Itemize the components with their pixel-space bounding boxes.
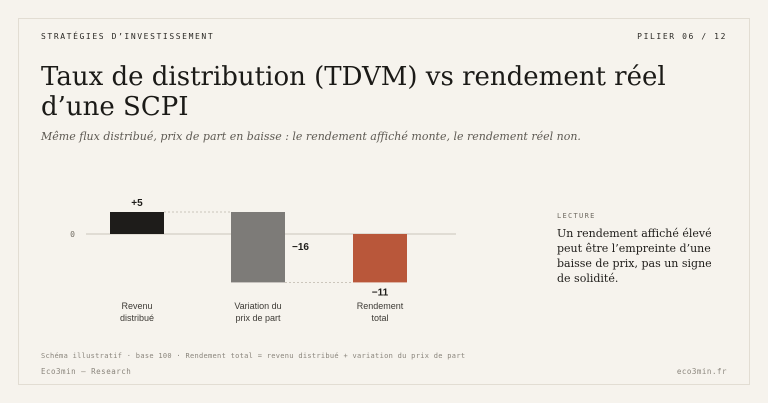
bar-2 bbox=[353, 234, 407, 283]
category-label-2: Rendement total bbox=[335, 300, 425, 324]
category-label-line: prix de part bbox=[235, 313, 281, 323]
page-title: Taux de distribution (TDVM) vs rendement… bbox=[41, 62, 666, 122]
category-label-line: distribué bbox=[119, 313, 155, 323]
site-link[interactable]: eco3min.fr bbox=[676, 367, 727, 376]
zero-tick-label: 0 bbox=[70, 230, 75, 239]
brand-label: Eco3min — Research bbox=[41, 367, 132, 376]
bar-1 bbox=[231, 212, 285, 283]
card-frame bbox=[18, 18, 750, 385]
value-label-1: −16 bbox=[292, 242, 309, 253]
category-label-line: Rendement bbox=[356, 301, 404, 311]
category-label-line: Revenu bbox=[121, 301, 153, 311]
section-kicker: STRATÉGIES D’INVESTISSEMENT bbox=[41, 32, 215, 41]
page-subtitle: Même flux distribué, prix de part en bai… bbox=[41, 130, 581, 143]
value-label-2: −11 bbox=[372, 287, 389, 298]
footnote: Schéma illustratif · base 100 · Rendemen… bbox=[41, 352, 466, 360]
reading-kicker: LECTURE bbox=[557, 212, 596, 220]
category-label-1: Variation du prix de part bbox=[213, 300, 303, 324]
value-label-0: +5 bbox=[131, 198, 143, 209]
category-label-line: Variation du bbox=[234, 301, 282, 311]
bar-0 bbox=[110, 212, 164, 234]
category-label-0: Revenu distribué bbox=[92, 300, 182, 324]
reading-text: Un rendement affiché élevé peut être l’e… bbox=[557, 227, 712, 285]
category-label-line: total bbox=[371, 313, 389, 323]
pillar-indicator: PILIER 06 / 12 bbox=[637, 32, 727, 41]
